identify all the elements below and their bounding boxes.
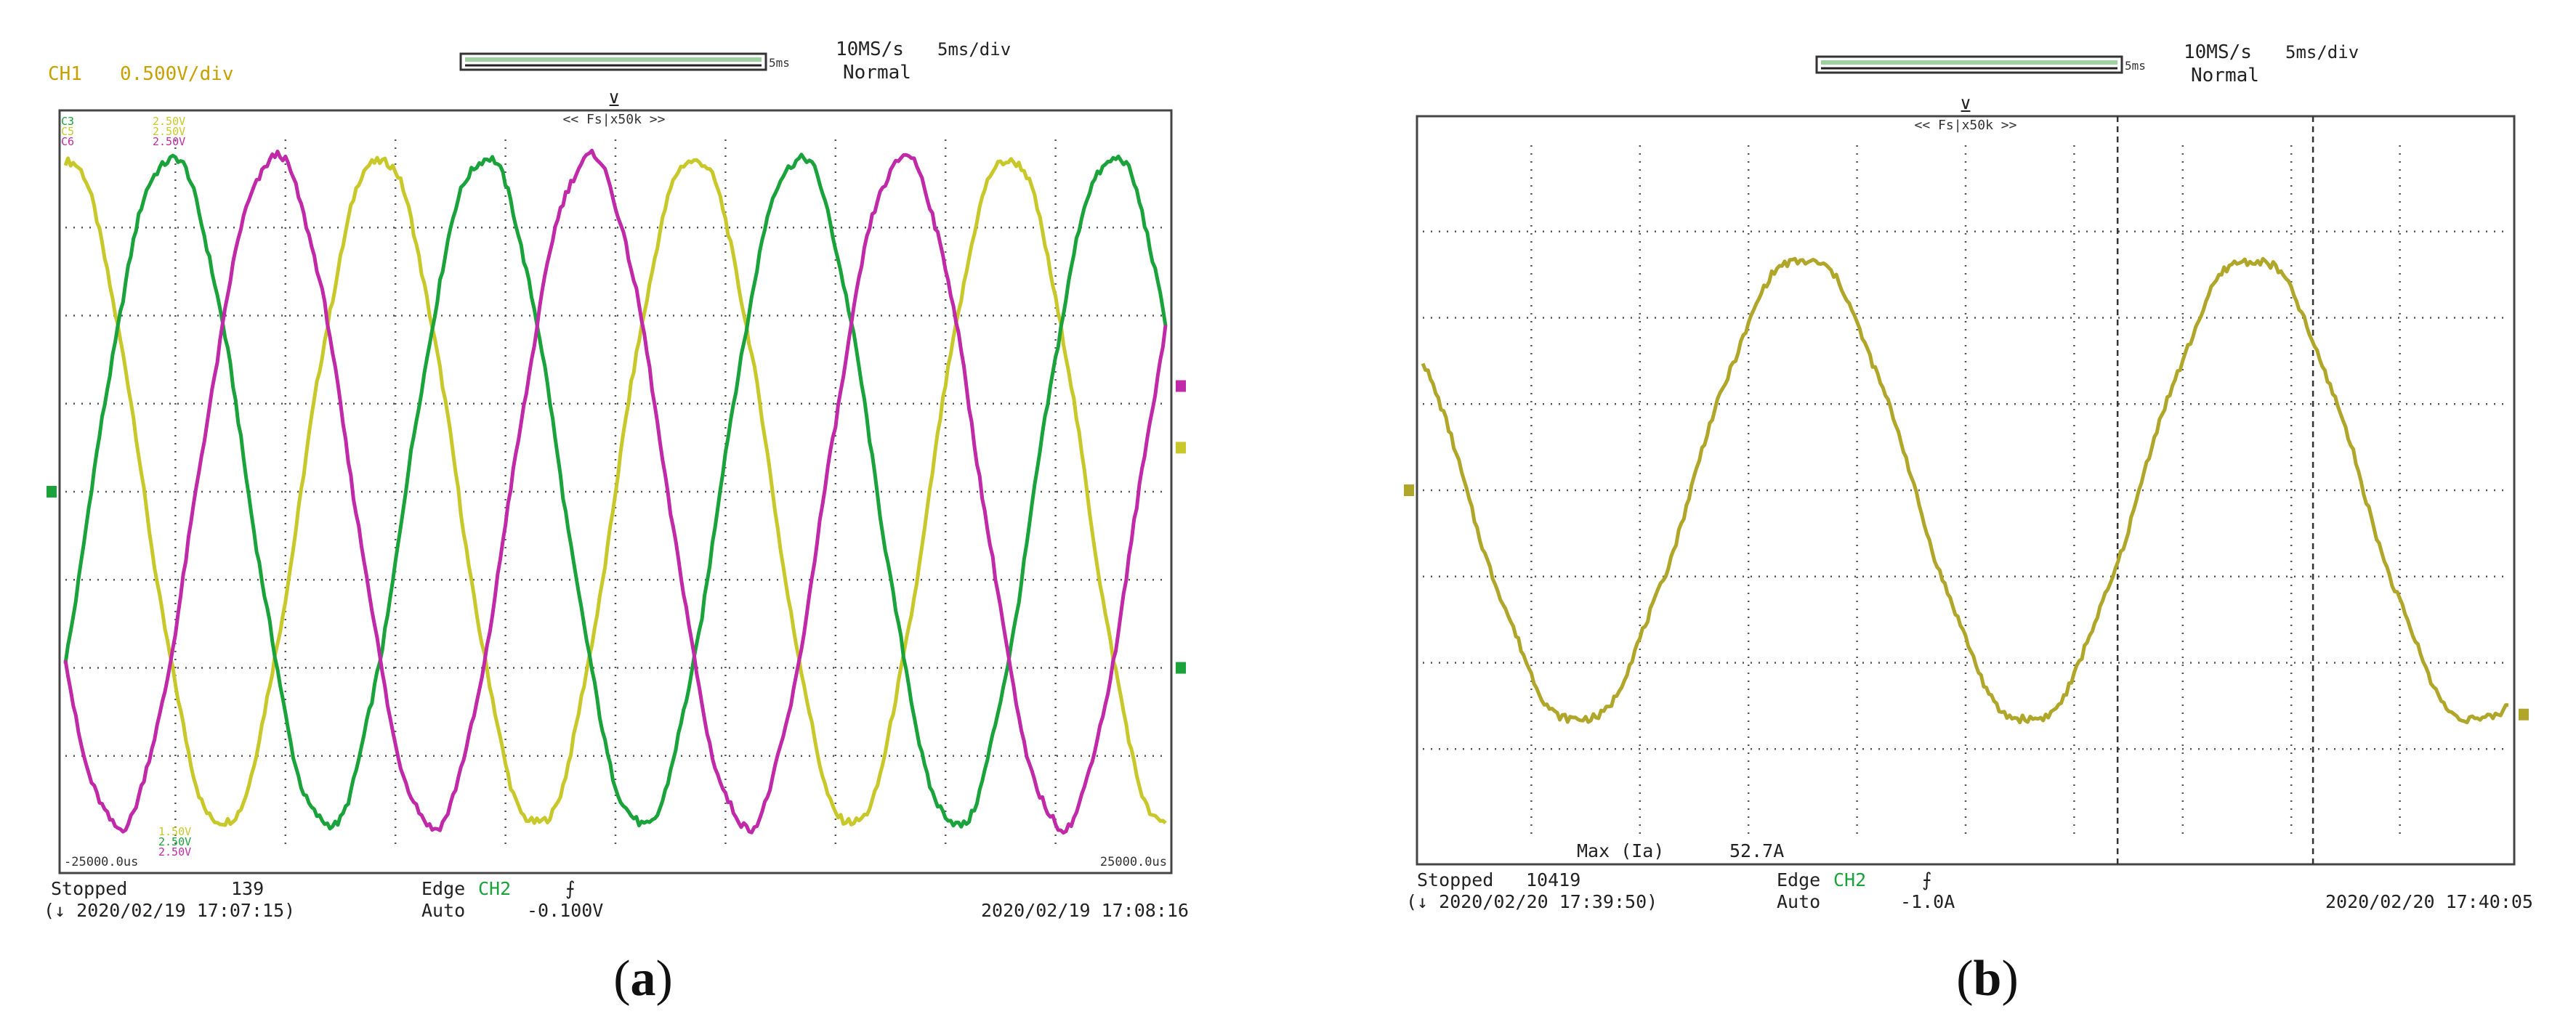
acq-mode-b: Normal xyxy=(2191,65,2259,86)
time-div-b: 5ms/div xyxy=(2285,42,2359,62)
time-left-a: -25000.0us xyxy=(64,855,138,869)
count-a: 139 xyxy=(231,878,264,899)
sample-rate-b: 10MS/s xyxy=(2184,41,2252,63)
channel-level-marker[interactable] xyxy=(2519,708,2529,721)
waveform-series-1 xyxy=(1421,256,2509,725)
measurement-value: 52.7A xyxy=(1729,840,1784,861)
caption-a: (a) xyxy=(613,951,673,1007)
legend-c5-value: 2.50V xyxy=(153,125,185,138)
trigger-level-a: -0.100V xyxy=(527,900,603,921)
zoom-label-b: << Fs|x50k >> xyxy=(1915,118,2017,133)
oscilloscope-panel-a: CH1 0.500V/div 5ms 10MS/s Normal 5ms/div… xyxy=(44,38,1189,1007)
markers-b xyxy=(1404,484,2529,721)
channel-level-marker[interactable] xyxy=(1404,484,1414,496)
channel-level-marker[interactable] xyxy=(1176,442,1186,454)
markers-a xyxy=(47,380,1186,674)
traces-a xyxy=(63,148,1168,835)
measurement-label: Max (Ia) xyxy=(1577,840,1664,861)
trigger-mode-b: Auto xyxy=(1777,891,1820,912)
footer-b: Stopped 10419 (↓ 2020/02/20 17:39:50) Ed… xyxy=(1406,869,2533,912)
channel-scale: 0.500V/div xyxy=(120,63,234,85)
legend-c5-name: C5 xyxy=(61,125,74,138)
channel-label: CH1 xyxy=(48,63,82,85)
channel-level-marker[interactable] xyxy=(47,486,57,498)
end-time-b: 2020/02/20 17:40:05 xyxy=(2325,891,2533,912)
waveform-series-2 xyxy=(63,153,1168,831)
legend-c6-name: C6 xyxy=(61,135,74,148)
time-div: 5ms/div xyxy=(937,39,1011,60)
bottom-tag-yellow: 1.50V xyxy=(158,825,191,838)
trigger-level-b: -1.0A xyxy=(1900,891,1955,912)
trigger-position-icon: ⊻ xyxy=(607,90,621,110)
time-div-small: 5ms xyxy=(769,56,790,70)
status-b: Stopped xyxy=(1417,869,1493,890)
bottom-tags-a: 1.50V 2.50V 2.50V xyxy=(158,825,191,859)
edge-icon-b: ⨍ xyxy=(1922,869,1932,891)
trigger-channel-a: CH2 xyxy=(478,878,511,899)
edge-icon: ⨍ xyxy=(565,878,576,900)
trigger-mode-a: Auto xyxy=(421,900,465,921)
sample-rate: 10MS/s xyxy=(836,38,904,60)
waveform-series-1 xyxy=(63,155,1167,827)
start-time-b: (↓ 2020/02/20 17:39:50) xyxy=(1406,891,1658,912)
status-a: Stopped xyxy=(51,878,127,899)
traces-b xyxy=(1421,256,2509,725)
oscilloscope-panel-b: 5ms 10MS/s Normal 5ms/div << Fs|x50k >> … xyxy=(1404,41,2533,1007)
time-right-a: 25000.0us xyxy=(1100,855,1167,869)
trigger-type-a: Edge xyxy=(421,878,465,899)
zoom-label-a: << Fs|x50k >> xyxy=(563,112,666,127)
end-time-a: 2020/02/19 17:08:16 xyxy=(981,900,1189,921)
header-a: CH1 0.500V/div 5ms 10MS/s Normal 5ms/div xyxy=(48,38,1011,85)
legend-c3-name: C3 xyxy=(61,115,74,128)
trigger-channel-b: CH2 xyxy=(1833,869,1866,890)
channel-legend-a: C3 2.50V C5 2.50V C6 2.50V xyxy=(61,115,185,148)
memory-bar-fill xyxy=(465,57,762,62)
memory-bar-fill-b xyxy=(1821,60,2117,65)
channel-level-marker[interactable] xyxy=(1176,662,1186,674)
time-div-small-b: 5ms xyxy=(2125,59,2146,73)
bottom-tag-magenta: 2.50V xyxy=(158,845,191,859)
grid-b xyxy=(1423,145,2508,835)
legend-c6-value: 2.50V xyxy=(153,135,185,148)
trigger-position-icon-b: ⊻ xyxy=(1959,96,1972,116)
acq-mode: Normal xyxy=(843,62,911,84)
bottom-tag-green: 2.50V xyxy=(158,835,191,848)
start-time-a: (↓ 2020/02/19 17:07:15) xyxy=(44,900,295,921)
count-b: 10419 xyxy=(1526,869,1580,890)
footer-a: Stopped 139 (↓ 2020/02/19 17:07:15) Edge… xyxy=(44,878,1189,921)
waveform-series-3 xyxy=(63,148,1168,835)
cursors-b xyxy=(2116,116,2314,864)
caption-b: (b) xyxy=(1956,951,2019,1007)
legend-c3-value: 2.50V xyxy=(153,115,185,128)
trigger-type-b: Edge xyxy=(1777,869,1820,890)
channel-level-marker[interactable] xyxy=(1176,380,1186,392)
header-b: 5ms 10MS/s Normal 5ms/div xyxy=(1815,41,2359,86)
